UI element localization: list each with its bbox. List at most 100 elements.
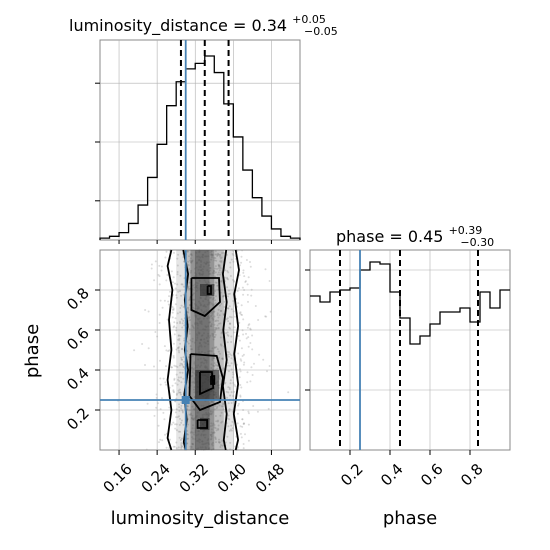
joint-scatter-point xyxy=(219,336,222,339)
joint-scatter-point xyxy=(180,318,183,321)
joint-scatter-point xyxy=(200,345,203,348)
joint-scatter-point xyxy=(232,260,235,263)
joint-scatter-point xyxy=(217,327,220,330)
joint-scatter-point xyxy=(205,296,208,299)
y-axis-label-phase: phase xyxy=(22,324,43,378)
joint-scatter-point xyxy=(217,316,220,319)
joint-scatter-point xyxy=(219,414,222,417)
joint-scatter-point xyxy=(181,371,184,374)
joint-scatter-point xyxy=(243,289,246,291)
joint-scatter-point xyxy=(195,314,198,317)
joint-scatter-point xyxy=(177,391,180,394)
joint-scatter-point xyxy=(234,385,237,388)
joint-scatter-point xyxy=(216,405,219,408)
joint-scatter-point xyxy=(170,366,173,369)
joint-scatter-point xyxy=(244,281,247,283)
phase-histogram-step xyxy=(310,261,510,345)
joint-scatter-point xyxy=(192,437,194,440)
joint-scatter-point xyxy=(243,275,246,278)
joint-scatter-point xyxy=(247,336,250,339)
joint-scatter-point xyxy=(191,414,194,417)
joint-scatter-point xyxy=(268,365,271,367)
joint-scatter-point xyxy=(198,342,201,345)
joint-scatter-point xyxy=(213,426,216,429)
joint-scatter-point xyxy=(198,272,201,275)
joint-scatter-point xyxy=(230,258,233,261)
joint-scatter-point xyxy=(246,326,249,329)
lumdist-marginal-panel xyxy=(95,39,301,244)
joint-scatter-point xyxy=(246,283,249,286)
joint-scatter-point xyxy=(243,361,246,364)
joint-scatter-point xyxy=(242,409,245,411)
joint-scatter-point xyxy=(214,333,217,336)
joint-scatter-point xyxy=(207,281,210,283)
joint-scatter-point xyxy=(199,365,202,368)
joint-scatter-point xyxy=(246,371,249,374)
joint-scatter-point xyxy=(192,325,195,328)
joint-scatter-point xyxy=(228,305,231,308)
joint-scatter-point xyxy=(229,322,232,325)
joint-scatter-point xyxy=(163,418,166,421)
joint-scatter-point xyxy=(200,269,203,272)
joint-scatter-point xyxy=(195,448,198,451)
joint-scatter-point xyxy=(216,252,219,255)
joint-scatter-point xyxy=(210,253,213,256)
joint-scatter-point xyxy=(187,306,190,309)
joint-scatter-point xyxy=(237,302,240,305)
joint-scatter-point xyxy=(199,322,202,325)
joint-scatter-point xyxy=(227,391,230,394)
joint-scatter-point xyxy=(194,323,197,326)
joint-scatter-point xyxy=(165,279,168,282)
joint-scatter-point xyxy=(161,306,164,309)
joint-scatter-point xyxy=(212,422,215,425)
joint-scatter-point xyxy=(196,439,199,442)
x-tick-label-phase-2: 0.6 xyxy=(417,460,447,490)
joint-scatter-point xyxy=(240,359,243,362)
joint-scatter-point xyxy=(228,364,231,367)
joint-scatter-point xyxy=(213,357,216,360)
joint-scatter-point xyxy=(227,353,229,356)
joint-scatter-point xyxy=(202,357,205,360)
joint-scatter-point xyxy=(210,413,213,416)
joint-scatter-point xyxy=(207,270,210,273)
joint-scatter-point xyxy=(216,254,219,257)
joint-scatter-point xyxy=(174,317,177,320)
joint-scatter-point xyxy=(201,268,204,271)
joint-scatter-point xyxy=(145,448,148,451)
joint-scatter-point xyxy=(188,413,191,416)
joint-scatter-point xyxy=(183,324,186,327)
joint-scatter-point xyxy=(215,295,217,298)
joint-scatter-point xyxy=(196,411,199,414)
joint-scatter-point xyxy=(199,338,202,341)
joint-scatter-point xyxy=(242,293,245,296)
joint-scatter-point xyxy=(159,299,162,302)
joint-scatter-point xyxy=(193,341,196,344)
joint-scatter-point xyxy=(179,391,181,394)
joint-scatter-point xyxy=(194,307,197,310)
joint-scatter-point xyxy=(252,405,255,407)
joint-scatter-point xyxy=(232,382,235,384)
joint-scatter-point xyxy=(198,430,200,433)
joint-scatter-point xyxy=(201,253,204,256)
joint-scatter-point xyxy=(228,429,231,432)
joint-scatter-point xyxy=(177,347,180,350)
joint-scatter-point xyxy=(228,323,231,325)
joint-scatter-point xyxy=(211,317,214,320)
joint-contour-loop-2 xyxy=(199,371,215,396)
joint-scatter-point xyxy=(194,283,197,286)
joint-scatter-point xyxy=(189,319,192,321)
joint-scatter-point xyxy=(179,393,182,396)
joint-scatter-point xyxy=(211,401,214,404)
joint-scatter-point xyxy=(217,263,220,266)
joint-scatter-point xyxy=(175,348,178,351)
joint-scatter-point xyxy=(146,402,149,405)
joint-scatter-point xyxy=(210,256,213,259)
joint-scatter-point xyxy=(215,346,218,349)
joint-scatter-point xyxy=(186,340,189,343)
joint-scatter-point xyxy=(249,261,251,263)
joint-scatter-point xyxy=(207,299,210,302)
joint-scatter-point xyxy=(178,406,181,409)
joint-scatter-point xyxy=(236,290,239,292)
joint-scatter-point xyxy=(221,358,224,361)
joint-scatter-point xyxy=(205,442,208,445)
